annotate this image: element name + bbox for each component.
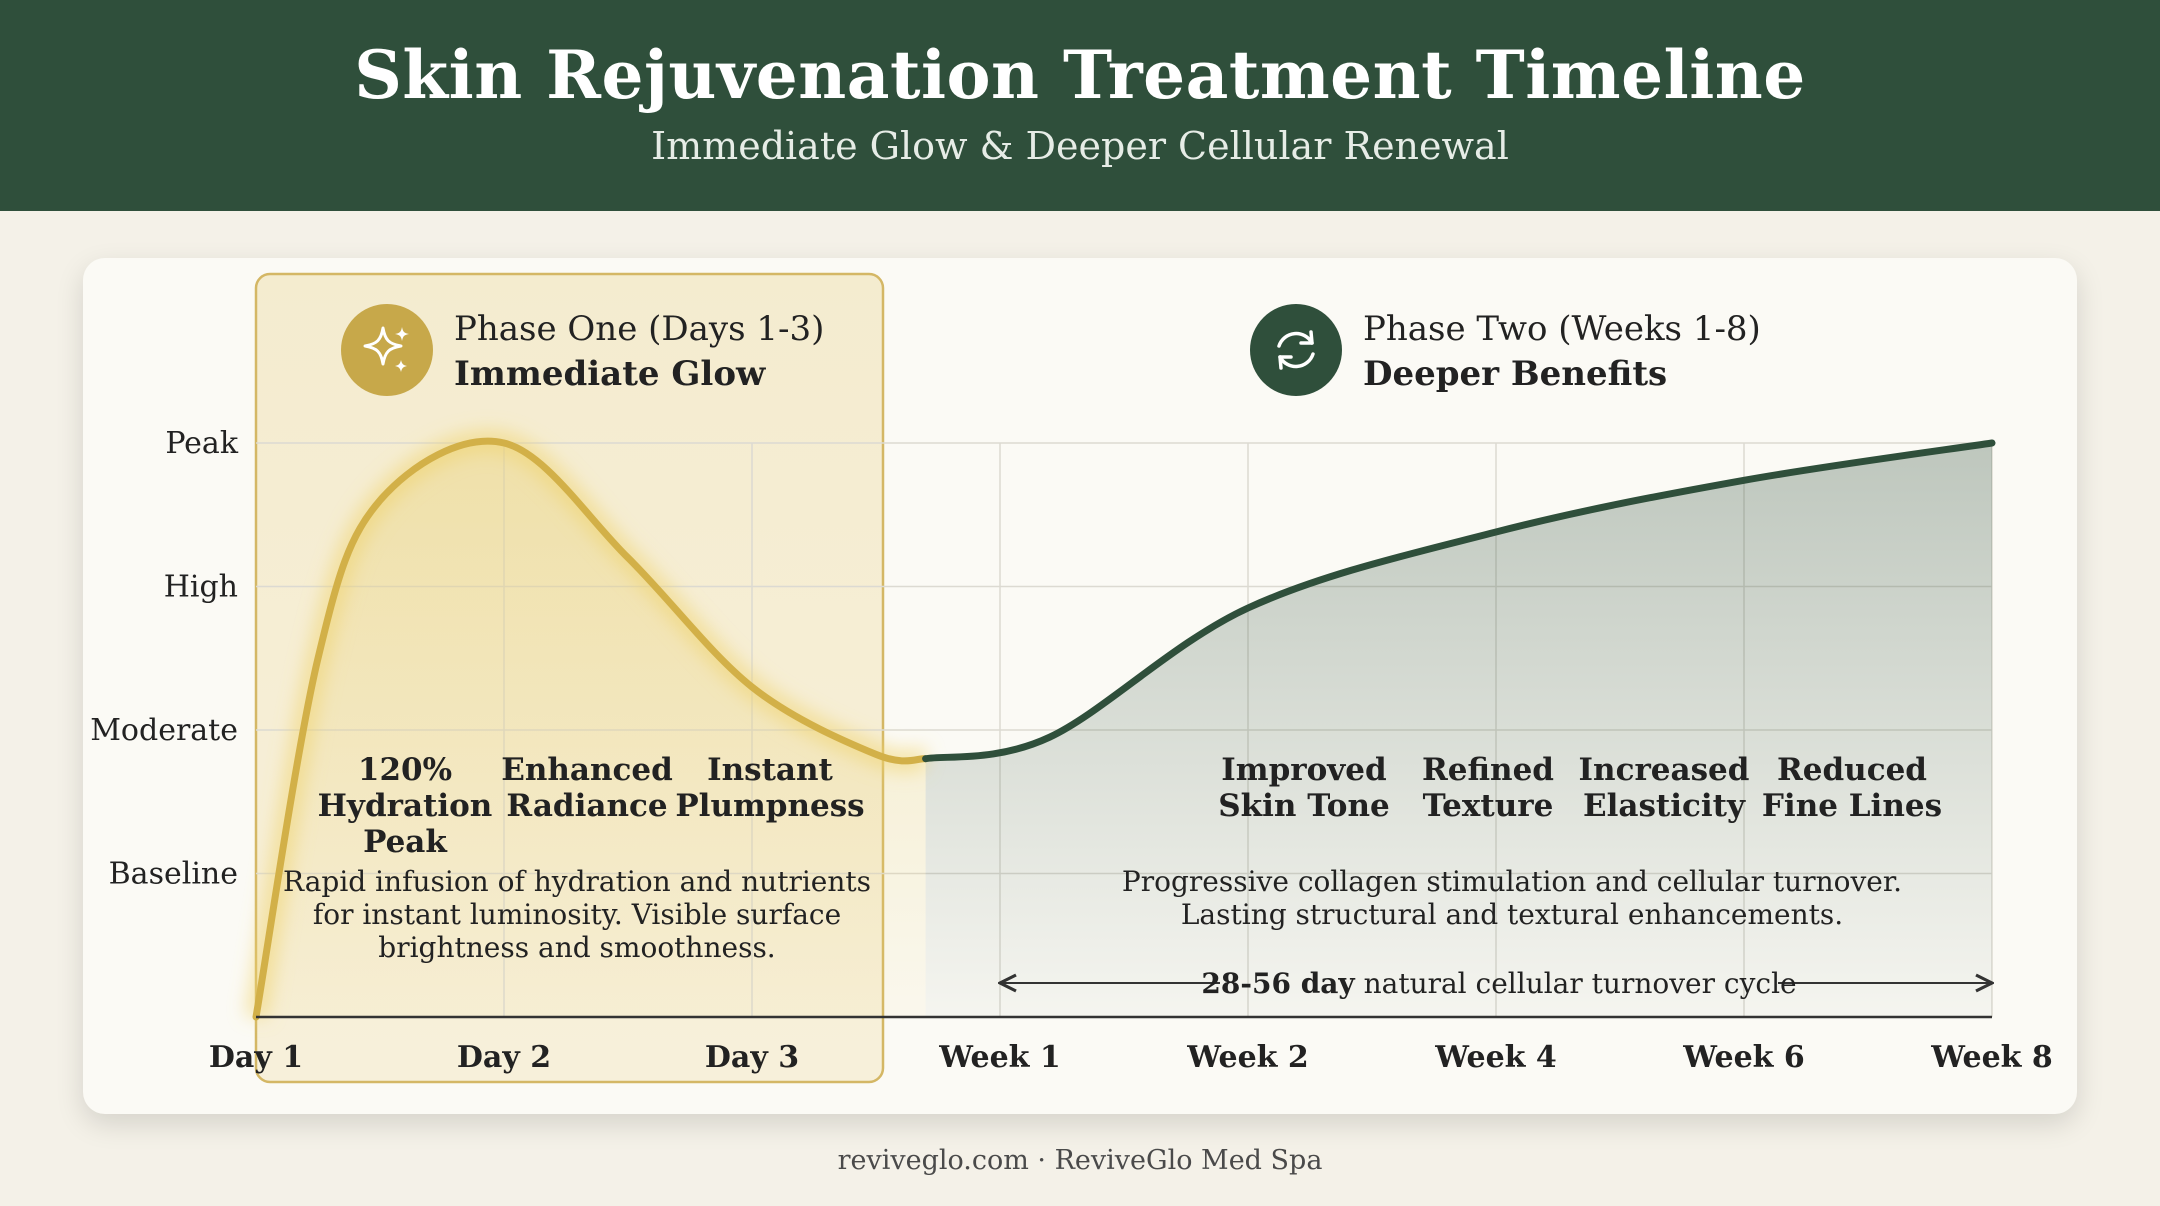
sparkle-icon: [341, 304, 433, 396]
phase-one-series: [252, 437, 930, 1021]
x-tick-label: Day 1: [209, 1040, 303, 1075]
phase-two-description: Progressive collagen stimulation and cel…: [1122, 865, 1902, 931]
header-banner: Skin Rejuvenation Treatment Timeline Imm…: [0, 0, 2160, 211]
page-subtitle: Immediate Glow & Deeper Cellular Renewal: [651, 124, 1509, 168]
x-tick-label: Day 2: [457, 1040, 551, 1075]
benefit-label: Reduced Fine Lines: [1762, 752, 1942, 824]
phase-two-benefits: Improved Skin Tone Refined Texture Increased…: [1218, 752, 1942, 824]
x-tick-label: Week 4: [1434, 1040, 1557, 1075]
benefit-label: Increased Elasticity: [1579, 752, 1750, 824]
phase-one-name: Immediate Glow: [454, 354, 766, 394]
x-tick-label: Week 2: [1186, 1040, 1309, 1075]
phase-two-area: [925, 443, 1992, 1017]
y-tick-label: Baseline: [109, 857, 238, 892]
phase-two-series: [922, 439, 1996, 763]
y-tick-label: High: [164, 570, 238, 605]
phase-two-name: Deeper Benefits: [1363, 354, 1668, 394]
phase-two-header: Phase Two (Weeks 1-8) Deeper Benefits: [1363, 307, 1761, 397]
x-tick-label: Week 6: [1682, 1040, 1805, 1075]
x-tick-label: Week 8: [1930, 1040, 2053, 1075]
footer-text: reviveglo.com · ReviveGlo Med Spa: [837, 1145, 1323, 1176]
cycle-label: 28-56 day natural cellular turnover cycl…: [1201, 967, 1796, 1000]
benefit-label: Instant Plumpness: [675, 752, 864, 824]
benefit-label: 120% Hydration Peak: [318, 752, 493, 860]
benefit-label: Enhanced Radiance: [501, 752, 673, 824]
phase-two-label: Phase Two (Weeks 1-8): [1363, 309, 1761, 349]
phase-one-description: Rapid infusion of hydration and nutrient…: [283, 865, 871, 964]
x-tick-label: Day 3: [705, 1040, 799, 1075]
benefit-label: Improved Skin Tone: [1218, 752, 1389, 824]
y-tick-label: Moderate: [90, 713, 238, 748]
page-title: Skin Rejuvenation Treatment Timeline: [354, 36, 1806, 114]
benefit-label: Refined Texture: [1422, 752, 1554, 824]
phase-one-label: Phase One (Days 1-3): [454, 309, 825, 349]
refresh-icon: [1250, 304, 1342, 396]
x-tick-label: Week 1: [938, 1040, 1061, 1075]
phase-one-header: Phase One (Days 1-3) Immediate Glow: [454, 307, 824, 397]
y-tick-label: Peak: [165, 426, 238, 461]
phase-one-area: [256, 441, 926, 1018]
